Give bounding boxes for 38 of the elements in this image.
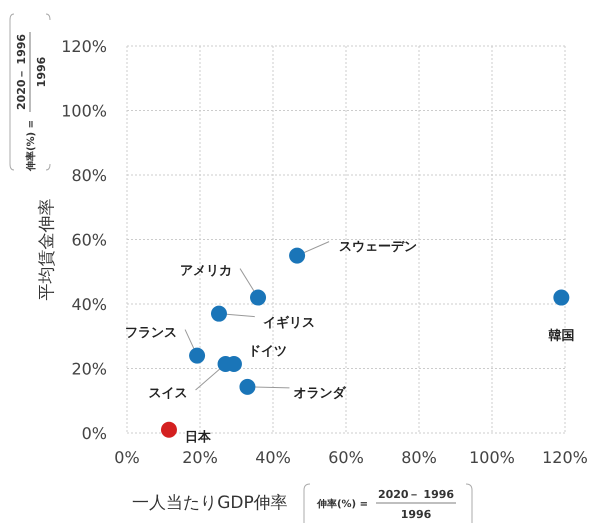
- point: [160, 422, 177, 438]
- annotation: 日本: [184, 430, 212, 445]
- annotation: オランダ: [293, 386, 346, 401]
- x-tick-label: 60%: [328, 448, 364, 467]
- y-tick-label: 120%: [61, 37, 107, 56]
- text: 伸率(%) =: [316, 498, 368, 510]
- point: [289, 248, 306, 264]
- y-axis-title: 平均賃金伸率: [37, 198, 57, 300]
- y-tick-label: 60%: [71, 230, 107, 250]
- x-tick-label: 0%: [114, 448, 140, 467]
- annotation: 韓国: [548, 328, 574, 344]
- y-tick-label: 80%: [71, 166, 107, 185]
- y-tick-label: 0%: [82, 424, 107, 443]
- annotation: イギリス: [262, 316, 315, 331]
- text: 2020－ 1996: [378, 488, 454, 501]
- y-tick-label: 100%: [61, 102, 107, 120]
- annotation: アメリカ: [180, 264, 232, 279]
- text: 2020－ 1996: [15, 34, 28, 110]
- text: 1996: [35, 56, 48, 88]
- point: [239, 378, 256, 395]
- annotation: ドイツ: [248, 344, 287, 359]
- y-tick-label: 20%: [71, 360, 107, 378]
- text: 1996: [400, 508, 432, 521]
- annotation: フランス: [125, 326, 178, 341]
- y-tick-label: 40%: [71, 295, 107, 314]
- x-axis-title: 一人当たりGDP伸率: [132, 493, 288, 513]
- annotation: スイス: [148, 386, 188, 401]
- x-tick-label: 80%: [401, 448, 437, 467]
- point: [189, 348, 206, 364]
- point: [553, 290, 570, 306]
- x-tick-label: 100%: [469, 448, 515, 467]
- x-tick-label: 40%: [255, 448, 291, 467]
- annotation: スウェーデン: [339, 240, 418, 255]
- point: [210, 306, 227, 322]
- text: 伸率(%) =: [25, 120, 37, 172]
- x-tick-label: 20%: [182, 448, 218, 467]
- x-tick-label: 120%: [542, 448, 588, 467]
- point: [250, 290, 266, 306]
